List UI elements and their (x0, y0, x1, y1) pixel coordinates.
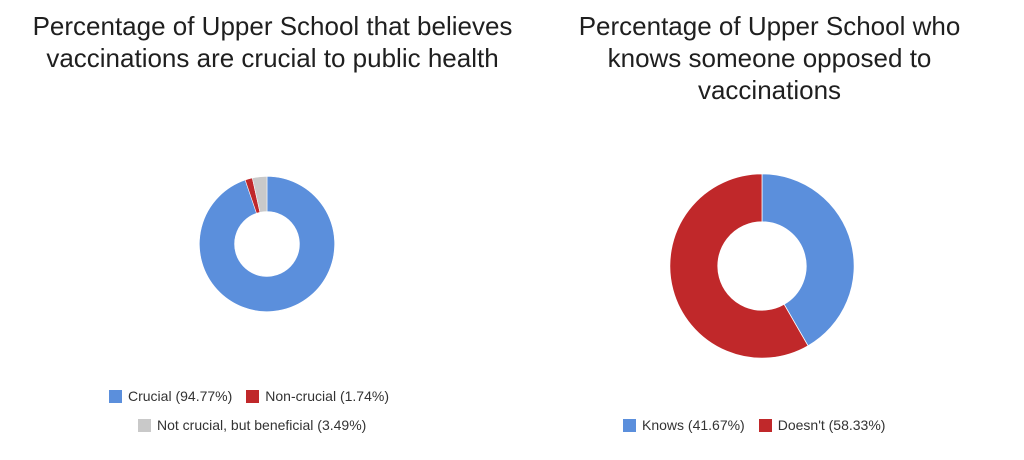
legend-label: Not crucial, but beneficial (3.49%) (157, 417, 367, 433)
slice-crucial (199, 176, 335, 312)
legend-label: Crucial (94.77%) (128, 388, 233, 404)
legend-swatch (109, 389, 122, 403)
chart-title: Percentage of Upper School that believes… (32, 11, 513, 73)
donut-chart-knows (669, 173, 855, 359)
donut-chart-crucial (199, 176, 335, 312)
legend-item-non-crucial: Non-crucial (1.74%) (246, 388, 389, 404)
legend-row-1: Crucial (94.77%) Non-crucial (1.74%) (109, 388, 389, 404)
legend-row-2: Not crucial, but beneficial (3.49%) (138, 417, 366, 433)
slice-doesn-t (669, 173, 809, 359)
chart-panel-vaccinations-crucial: Percentage of Upper School that believes… (32, 11, 513, 433)
legend-swatch (246, 389, 260, 403)
slice-knows (761, 173, 855, 347)
legend-item-knows: Knows (41.67%) (623, 417, 745, 433)
chart-title: Percentage of Upper School who knows som… (578, 11, 961, 105)
legend-label: Doesn't (58.33%) (777, 417, 886, 433)
legend-row-1: Knows (41.67%) Doesn't (58.33%) (623, 417, 885, 433)
legend-swatch (758, 418, 772, 432)
legend-item-doesnt: Doesn't (58.33%) (758, 417, 886, 433)
legend-label: Non-crucial (1.74%) (265, 388, 389, 404)
legend-swatch (623, 418, 636, 432)
legend-swatch (138, 418, 151, 432)
slice-not-crucial-but-beneficial (251, 176, 268, 213)
chart-panel-knows-opposed: Percentage of Upper School who knows som… (535, 0, 1024, 460)
legend-label: Knows (41.67%) (642, 417, 745, 433)
legend-item-not-crucial-beneficial: Not crucial, but beneficial (3.49%) (138, 417, 366, 433)
legend-item-crucial: Crucial (94.77%) (109, 388, 232, 404)
